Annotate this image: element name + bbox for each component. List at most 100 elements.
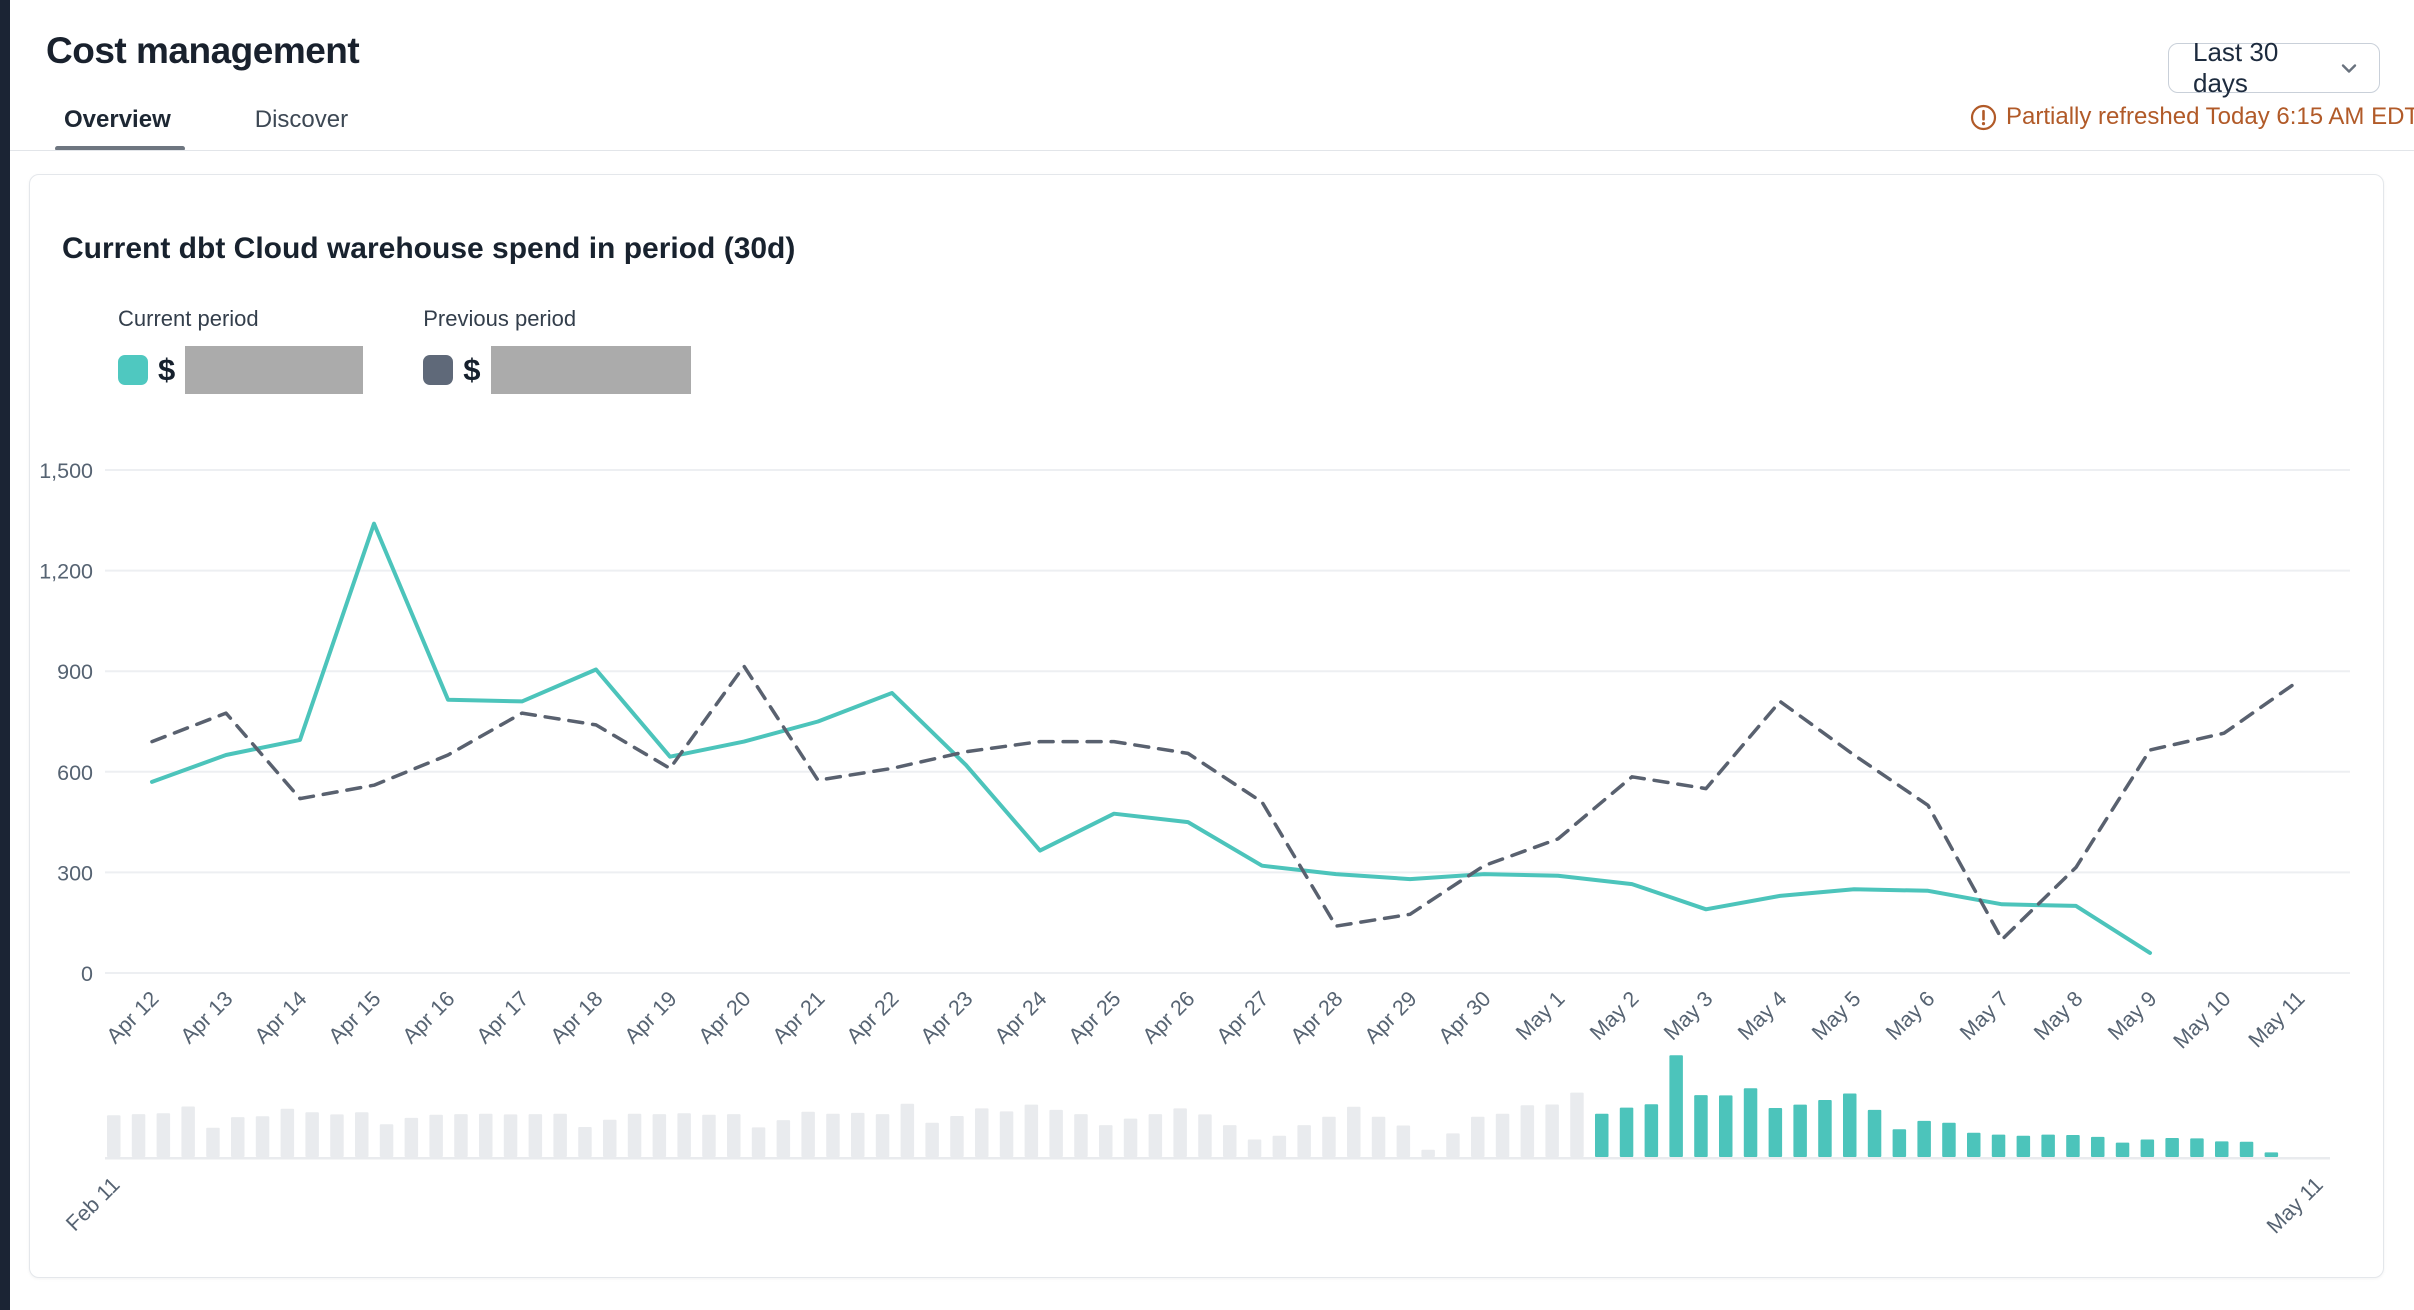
brush-bar[interactable] [2264,1152,2279,1157]
brush-bar[interactable] [131,1114,146,1157]
spend-card [29,174,2384,1278]
brush-bar[interactable] [1991,1134,2006,1157]
brush-bar[interactable] [454,1114,468,1157]
brush-bar[interactable] [627,1113,642,1157]
brush-bar[interactable] [1570,1092,1584,1157]
brush-bar[interactable] [2091,1136,2105,1157]
brush-bar[interactable] [1520,1105,1535,1157]
legend-previous-swatch [423,355,454,385]
brush-bar[interactable] [1074,1114,1088,1157]
brush-bar[interactable] [429,1114,443,1157]
brush-bar[interactable] [1123,1118,1138,1157]
brush-bar[interactable] [255,1116,270,1157]
tab-discover[interactable]: Discover [254,106,349,133]
brush-bar[interactable] [1322,1116,1336,1157]
brush-bar[interactable] [156,1113,171,1157]
brush-bar[interactable] [1619,1107,1634,1157]
brush-bar[interactable] [503,1114,518,1157]
brush-bar[interactable] [603,1119,617,1157]
brush-bar[interactable] [1892,1129,1907,1157]
brush-bar[interactable] [1297,1125,1311,1157]
brush-bar[interactable] [1173,1108,1187,1157]
brush-bar[interactable] [1843,1093,1857,1158]
brush-bar[interactable] [875,1114,890,1157]
brush-bar[interactable] [1347,1106,1361,1157]
brush-bar[interactable] [2215,1141,2229,1157]
brush-bar[interactable] [2066,1135,2080,1157]
brush-bar[interactable] [1396,1125,1411,1158]
brush-bar[interactable] [1223,1125,1237,1157]
brush-bar[interactable] [851,1112,865,1157]
brush-bar[interactable] [2041,1134,2055,1157]
brush-bar[interactable] [1942,1122,1956,1157]
brush-bar[interactable] [1272,1135,1287,1157]
brush-bar[interactable] [1198,1114,1212,1157]
brush-bar[interactable] [1818,1100,1832,1157]
brush-bar[interactable] [2140,1139,2155,1158]
brush-bar[interactable] [578,1127,592,1157]
brush-bar[interactable] [280,1108,295,1157]
brush-bar[interactable] [776,1120,791,1157]
brush-bar[interactable] [528,1114,543,1157]
tab-overview[interactable]: Overview [64,106,171,133]
brush-bar[interactable] [1421,1149,1435,1157]
brush-bar[interactable] [801,1111,815,1157]
brush-bar[interactable] [479,1113,493,1157]
brush-bar[interactable] [1743,1088,1758,1157]
series-line-previous-period[interactable] [150,664,2300,942]
brush-bar[interactable] [1917,1120,1931,1157]
brush-bar[interactable] [1049,1109,1063,1157]
brush-bar-strip[interactable] [105,1055,2330,1160]
brush-bar[interactable] [1967,1132,1981,1157]
brush-bar[interactable] [1867,1109,1882,1157]
brush-bar[interactable] [900,1103,915,1157]
brush-bar[interactable] [751,1127,766,1157]
x-axis-tick-label: Apr 15 [324,987,386,1049]
brush-bar[interactable] [1595,1113,1609,1157]
brush-bar[interactable] [206,1127,220,1157]
brush-bar[interactable] [2016,1135,2031,1157]
brush-bar[interactable] [2190,1138,2204,1157]
brush-bar[interactable] [1495,1113,1510,1157]
brush-bar[interactable] [1446,1133,1460,1157]
brush-bar[interactable] [181,1106,195,1158]
brush-bar[interactable] [727,1114,741,1157]
series-line-current-period[interactable] [150,521,2152,955]
brush-bar[interactable] [1669,1055,1683,1157]
header-divider [10,150,2414,151]
brush-bar[interactable] [231,1117,245,1157]
brush-bar[interactable] [1793,1104,1807,1157]
brush-bar[interactable] [702,1114,716,1157]
y-axis-tick-label: 0 [81,962,93,986]
brush-bar[interactable] [925,1122,939,1157]
brush-bar[interactable] [355,1112,369,1157]
brush-bar[interactable] [2165,1138,2179,1157]
brush-bar[interactable] [1371,1116,1386,1157]
brush-bar[interactable] [305,1112,319,1157]
brush-bar[interactable] [379,1124,394,1157]
brush-bar[interactable] [553,1113,567,1157]
brush-bar[interactable] [1644,1104,1659,1157]
brush-bar[interactable] [330,1114,344,1157]
brush-bar[interactable] [2239,1141,2254,1157]
brush-bar[interactable] [950,1116,964,1157]
brush-bar[interactable] [404,1117,419,1157]
brush-bar[interactable] [1148,1114,1163,1157]
brush-bar[interactable] [1694,1095,1708,1157]
brush-bar[interactable] [1024,1104,1039,1157]
brush-bar[interactable] [652,1114,667,1157]
brush-bar[interactable] [1471,1116,1485,1157]
brush-bar[interactable] [107,1115,121,1157]
brush-bar[interactable] [1247,1139,1262,1158]
brush-bar[interactable] [677,1113,691,1157]
brush-bar[interactable] [826,1113,840,1157]
brush-bar[interactable] [1719,1095,1733,1157]
brush-bar[interactable] [2115,1142,2130,1157]
brush-bar[interactable] [999,1111,1014,1157]
brush-bar[interactable] [1099,1125,1113,1157]
brush-bar[interactable] [1768,1108,1783,1157]
brush-bar[interactable] [1545,1104,1559,1158]
brush-bar[interactable] [975,1108,989,1157]
date-range-select[interactable]: Last 30 days [2168,37,2380,98]
